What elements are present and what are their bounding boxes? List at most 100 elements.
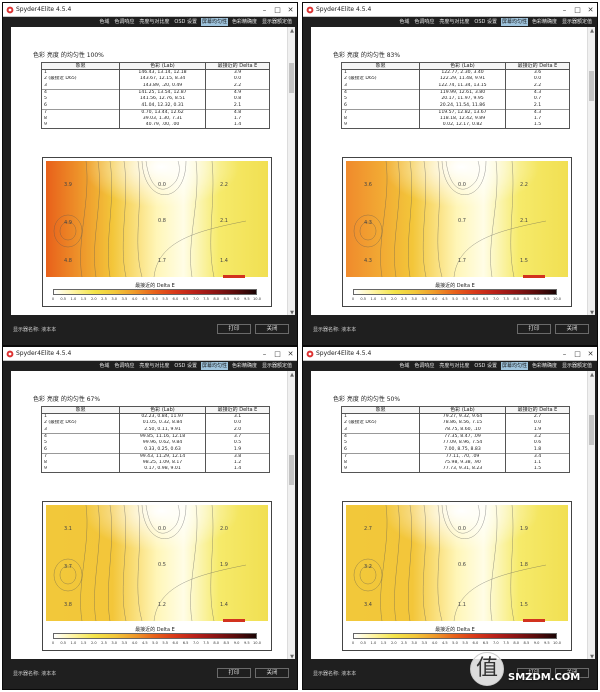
table-cell: 4.3 [505, 88, 570, 96]
table-cell: 1 [341, 413, 420, 421]
heatmap-value-label: 1.1 [458, 602, 466, 608]
close-button[interactable]: 关闭 [255, 324, 289, 334]
scrollbar-thumb[interactable] [289, 63, 294, 93]
table-cell: 0.7 [505, 95, 570, 103]
table-cell: 3.9 [205, 69, 270, 77]
tab-item[interactable]: 显示器额定值 [561, 18, 592, 25]
table-row: 5 77.09, 8.96, 7.54 0.6 [341, 439, 570, 447]
close-button[interactable]: 关闭 [255, 668, 289, 678]
tab-item[interactable]: OSD 设置 [174, 18, 197, 25]
vertical-scrollbar[interactable]: ▲ ▼ [287, 27, 295, 317]
minimize-icon[interactable]: – [562, 349, 567, 358]
tab-item[interactable]: 亮度与对比度 [439, 362, 470, 369]
maximize-icon[interactable]: □ [574, 5, 581, 14]
close-icon[interactable]: ✕ [587, 349, 594, 358]
tab-item[interactable]: 色彩精确度 [231, 18, 257, 25]
print-button[interactable]: 打印 [517, 324, 551, 334]
tab-item[interactable]: 屏幕均匀性 [200, 17, 228, 26]
scrollbar-thumb[interactable] [589, 71, 594, 101]
heatmap-value-label: 1.7 [158, 258, 166, 264]
legend-tick-label: 1.0 [70, 641, 77, 645]
tab-item[interactable]: 色彩精确度 [531, 362, 557, 369]
vertical-scrollbar[interactable]: ▲ ▼ [587, 371, 595, 661]
scrollbar-thumb[interactable] [289, 455, 294, 485]
print-button[interactable]: 打印 [217, 324, 251, 334]
table-cell: 99.85, 11.16, 12.18 [119, 432, 206, 440]
report-page: 色彩 亮度 的均匀性 50% 象限 色彩 (Lab) 最接近的 Delta E 1 79.… [311, 371, 587, 661]
tab-item[interactable]: 屏幕均匀性 [200, 361, 228, 370]
legend-tick-label: 7.0 [492, 297, 499, 301]
table-row: 8 98.25, 1.09, 8.17 1.2 [41, 459, 270, 467]
tab-item[interactable]: 显示器额定值 [261, 362, 292, 369]
tab-item[interactable]: 色域 [99, 18, 110, 25]
title-bar[interactable]: Spyder4Elite 4.5.4 – □ ✕ [303, 347, 597, 361]
spyder-app-icon [6, 6, 14, 14]
close-button[interactable]: 关闭 [555, 324, 589, 334]
scroll-up-icon[interactable]: ▲ [290, 28, 294, 34]
scroll-up-icon[interactable]: ▲ [290, 372, 294, 378]
tab-item[interactable]: OSD 设置 [474, 362, 497, 369]
tab-item[interactable]: 色域 [399, 18, 410, 25]
tab-item[interactable]: OSD 设置 [474, 18, 497, 25]
scroll-down-icon[interactable]: ▼ [290, 654, 294, 660]
legend-tick-label: 4.5 [441, 641, 448, 645]
legend-tick-label: 8.5 [223, 641, 230, 645]
minimize-icon[interactable]: – [262, 349, 267, 358]
maximize-icon[interactable]: □ [574, 349, 581, 358]
table-row: 1 122.77, 2.30, 3.40 3.6 [341, 69, 570, 77]
vertical-scrollbar[interactable]: ▲ ▼ [587, 27, 595, 317]
print-button[interactable]: 打印 [217, 668, 251, 678]
minimize-icon[interactable]: – [562, 5, 567, 14]
tab-item[interactable]: 色调响应 [114, 362, 135, 369]
close-icon[interactable]: ✕ [287, 349, 294, 358]
maximize-icon[interactable]: □ [274, 5, 281, 14]
scrollbar-thumb[interactable] [589, 415, 594, 445]
table-row: 3 143.89, .20, 0.49 2.2 [41, 82, 270, 90]
tab-item[interactable]: 显示器额定值 [261, 18, 292, 25]
table-cell: 2.50, 0.11, 9.91 [119, 426, 206, 434]
table-row: 8 118.18, 12.42, 9.89 1.7 [341, 115, 570, 123]
close-icon[interactable]: ✕ [587, 5, 594, 14]
table-cell: 1.8 [505, 446, 570, 454]
tab-item[interactable]: 屏幕均匀性 [500, 361, 528, 370]
scroll-down-icon[interactable]: ▼ [590, 310, 594, 316]
heatmap-value-label: 1.8 [520, 562, 528, 568]
heatmap-graphic [346, 505, 568, 621]
table-cell: 6 [41, 446, 120, 454]
tab-item[interactable]: 色域 [99, 362, 110, 369]
tab-item[interactable]: 色彩精确度 [531, 18, 557, 25]
scroll-down-icon[interactable]: ▼ [590, 654, 594, 660]
tab-item[interactable]: 色彩精确度 [231, 362, 257, 369]
table-header: 象限 [341, 62, 420, 70]
legend-tick-label: 1.0 [70, 297, 77, 301]
tab-item[interactable]: 屏幕均匀性 [500, 17, 528, 26]
title-bar[interactable]: Spyder4Elite 4.5.4 – □ ✕ [3, 347, 297, 361]
minimize-icon[interactable]: – [262, 5, 267, 14]
tab-item[interactable]: OSD 设置 [174, 362, 197, 369]
vertical-scrollbar[interactable]: ▲ ▼ [287, 371, 295, 661]
table-cell: 8 [41, 459, 120, 467]
table-cell: 1.4 [205, 122, 270, 130]
tab-item[interactable]: 亮度与对比度 [139, 362, 170, 369]
title-bar[interactable]: Spyder4Elite 4.5.4 – □ ✕ [303, 3, 597, 17]
tab-item[interactable]: 亮度与对比度 [139, 18, 170, 25]
table-cell: 8 [41, 115, 120, 123]
scroll-down-icon[interactable]: ▼ [290, 310, 294, 316]
tab-item[interactable]: 色域 [399, 362, 410, 369]
close-icon[interactable]: ✕ [287, 5, 294, 14]
watermark-circle [470, 652, 504, 686]
close-button[interactable]: 关闭 [555, 668, 589, 678]
scroll-up-icon[interactable]: ▲ [590, 28, 594, 34]
heatmap-value-label: 3.9 [64, 182, 72, 188]
table-row: 8 39.03, 1.30, 7.31 1.7 [41, 115, 270, 123]
table-cell: 4 [341, 88, 420, 96]
tab-item[interactable]: 色调响应 [114, 18, 135, 25]
scroll-up-icon[interactable]: ▲ [590, 372, 594, 378]
tab-item[interactable]: 显示器额定值 [561, 362, 592, 369]
tab-item[interactable]: 亮度与对比度 [439, 18, 470, 25]
tab-item[interactable]: 色调响应 [414, 18, 435, 25]
title-bar[interactable]: Spyder4Elite 4.5.4 – □ ✕ [3, 3, 297, 17]
print-button[interactable]: 打印 [517, 668, 551, 678]
tab-item[interactable]: 色调响应 [414, 362, 435, 369]
maximize-icon[interactable]: □ [274, 349, 281, 358]
